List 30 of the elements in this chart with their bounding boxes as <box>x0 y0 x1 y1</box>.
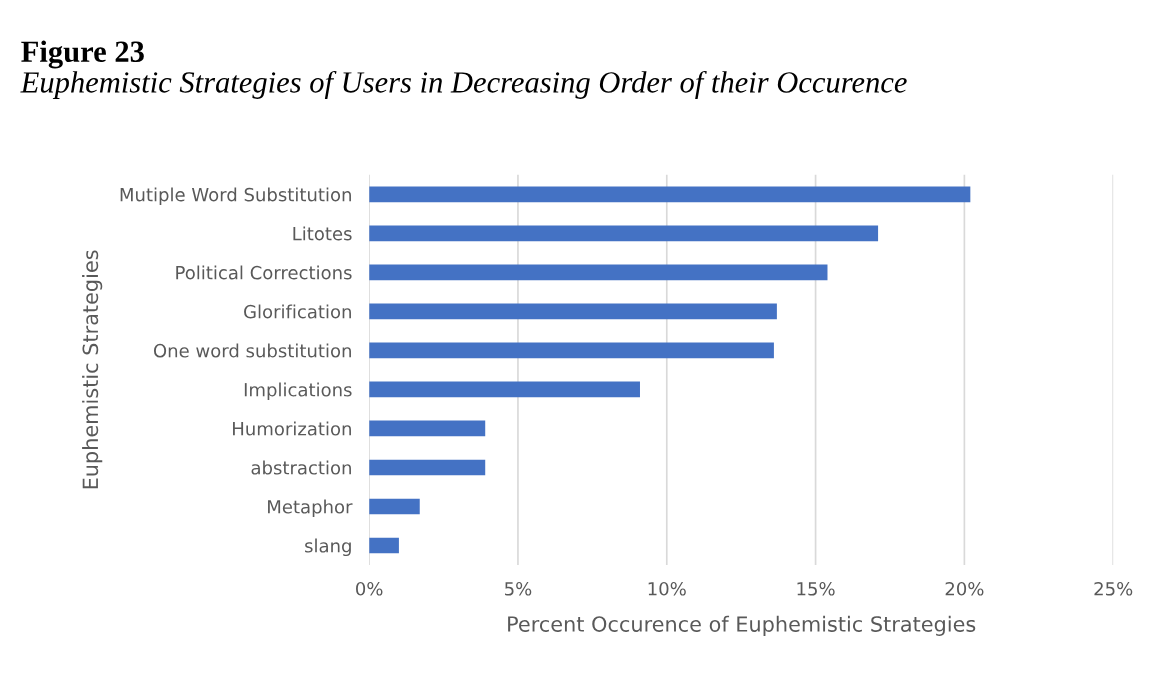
x-tick-label: 25% <box>1094 581 1133 596</box>
bar <box>369 186 971 203</box>
text: Figure 23 <box>21 40 144 69</box>
y-tick-label: Political Corrections <box>176 265 352 280</box>
bar <box>369 342 774 359</box>
y-tick-label: slang <box>305 538 351 557</box>
x-tick-label: 0% <box>356 581 383 596</box>
bar <box>369 459 486 476</box>
x-tick-label: 5% <box>505 581 532 596</box>
y-tick-label: One word substitution <box>153 343 351 358</box>
chart-subtitle: Euphemistic Strategies of Users in Decreasing Order of their Occurence <box>20 70 907 99</box>
bar <box>369 537 399 554</box>
y-axis-title: Euphemistic Strategies <box>82 250 103 489</box>
bar <box>369 498 420 515</box>
y-tick-label: Implications <box>244 382 352 401</box>
x-axis-title: Percent Occurence of Euphemistic Strategies <box>508 615 976 636</box>
x-tick-label: 10% <box>648 581 686 596</box>
bar <box>369 225 879 242</box>
bar <box>369 420 486 437</box>
y-tick-label: Mutiple Word Substitution <box>120 187 351 205</box>
x-tick-label: 20% <box>945 581 984 596</box>
y-tick-label: Glorification <box>244 304 351 319</box>
bar <box>369 303 777 320</box>
y-tick-label: Litotes <box>293 226 352 241</box>
y-tick-label: Metaphor <box>268 499 353 518</box>
bar <box>369 381 640 398</box>
y-tick-label: abstraction <box>251 460 351 475</box>
bar <box>369 264 828 281</box>
x-tick-label: 15% <box>797 581 835 596</box>
y-tick-label: Humorization <box>233 421 351 436</box>
